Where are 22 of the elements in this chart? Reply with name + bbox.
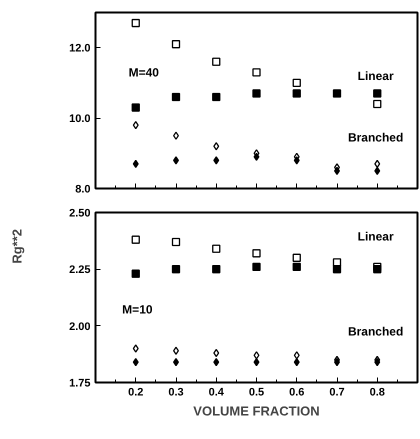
x-tick-label: 0.3 — [168, 386, 184, 398]
y-tick-label: 1.75 — [69, 378, 91, 390]
x-tick-label: 0.5 — [248, 386, 264, 398]
x-tick-label: 0.7 — [329, 386, 345, 398]
annotation: M=10 — [122, 302, 153, 316]
y-tick-label: 2.00 — [69, 320, 91, 333]
y-tick-label: 12.0 — [69, 42, 91, 55]
y-axis-title: Rg**2 — [10, 228, 24, 264]
x-tick-label: 0.4 — [208, 386, 225, 398]
annotation: M=40 — [128, 65, 160, 80]
y-tick-label: 2.50 — [69, 208, 91, 220]
y-tick-label: 10.0 — [69, 113, 91, 126]
annotation: Branched — [348, 324, 404, 338]
x-tick-label: 0.6 — [289, 386, 304, 398]
annotation: Linear — [358, 229, 394, 244]
y-tick-label: 8.0 — [75, 184, 91, 196]
x-tick-label: 0.2 — [128, 386, 144, 398]
annotation: Linear — [358, 68, 394, 83]
x-tick-label: 0.8 — [370, 386, 385, 398]
annotation: Branched — [348, 130, 404, 144]
x-axis-title: VOLUME FRACTION — [193, 404, 320, 418]
y-tick-label: 2.25 — [69, 264, 91, 276]
